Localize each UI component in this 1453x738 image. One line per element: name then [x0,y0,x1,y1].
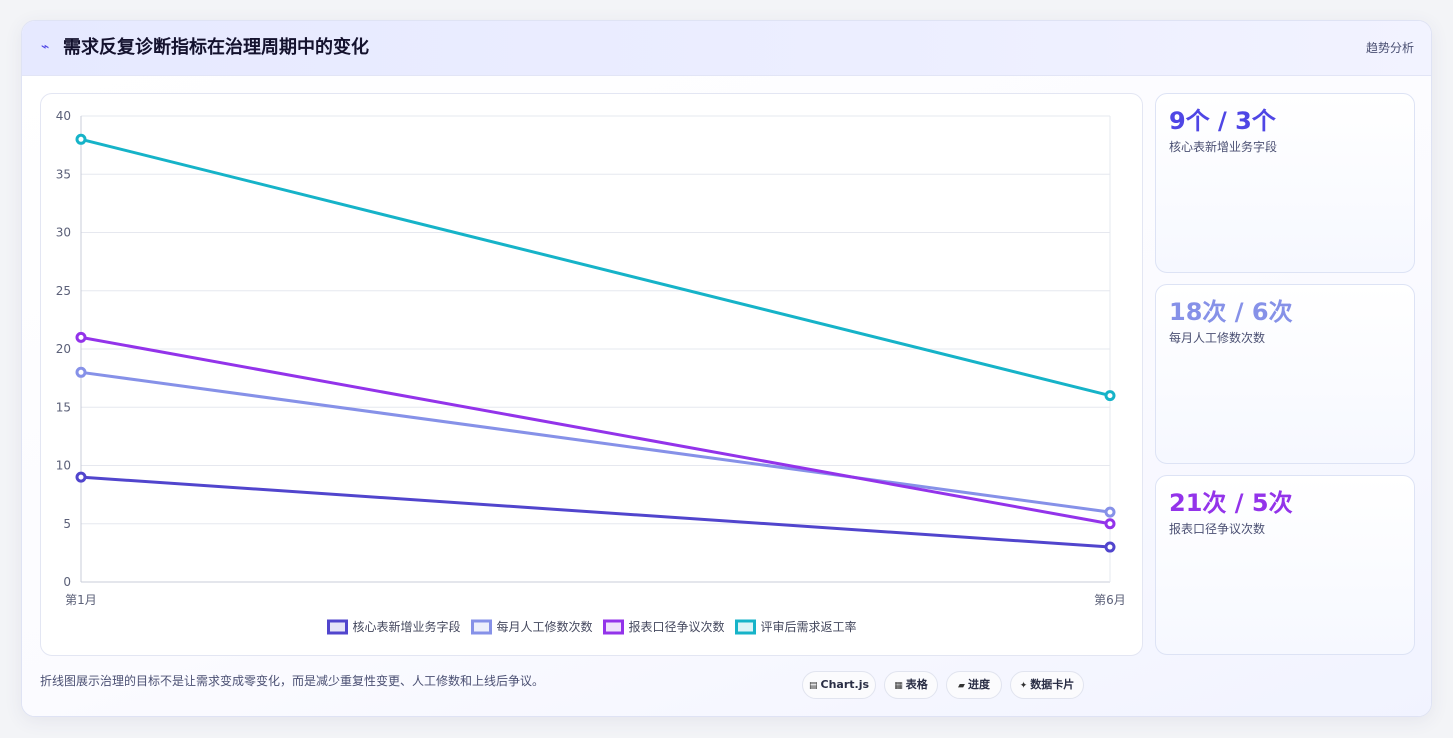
pill-label: 数据卡片 [1030,678,1075,691]
stat-label: 每月人工修数次数 [1169,331,1266,345]
y-tick-label: 25 [56,284,71,298]
y-tick-label: 35 [56,167,71,181]
data-point [1104,541,1116,553]
legend-swatch [735,619,756,635]
legend-label: 每月人工修数次数 [497,619,593,634]
data-point [75,133,87,145]
data-point [1104,506,1116,518]
stat-value: 9个 / 3个 [1169,107,1276,135]
progress-icon: ▰ [958,681,965,691]
chart-panel: 0 5 10 15 20 25 30 35 40 第1月 第6月核心表新增业务字段 每月人工修数次数 报… [40,93,1143,656]
pill-label: 进度 [967,678,990,691]
chart-card: ⌁ 需求反复诊断指标在治理周期中的变化 趋势分析 0 5 10 15 20 25 30 35 4… [21,20,1432,717]
x-tick-label: 第6月 [1094,593,1126,607]
pill-label: 表格 [905,678,928,691]
data-point [75,331,87,343]
trend-icon: ⌁ [41,39,50,55]
chartjs-pill[interactable]: ▤ Chart.js [802,671,876,699]
data-point [75,471,87,483]
progress-pill[interactable]: ▰ 进度 [946,671,1002,699]
series-line [80,335,1111,526]
y-tick-label: 10 [56,459,71,473]
legend-label: 核心表新增业务字段 [353,619,461,634]
data-point [1104,518,1116,530]
pill-label: Chart.js [820,678,870,691]
y-tick-label: 40 [56,109,71,123]
stat-value: 18次 / 6次 [1169,298,1293,326]
data-card-pill[interactable]: ✦ 数据卡片 [1010,671,1084,699]
data-point [75,366,87,378]
data-point [1104,390,1116,402]
legend-label: 评审后需求返工率 [761,619,857,634]
stat-label: 报表口径争议次数 [1169,522,1266,536]
y-tick-label: 30 [56,226,71,240]
sparkle-icon: ✦ [1019,681,1028,691]
stat-card-fields: 9个 / 3个 核心表新增业务字段 [1155,93,1415,273]
legend-swatch [471,619,492,635]
trend-analysis-label: 趋势分析 [1365,41,1414,55]
y-tick-label: 20 [56,342,71,356]
series-line [80,475,1111,549]
stat-card-manual-fixes: 18次 / 6次 每月人工修数次数 [1155,284,1415,464]
legend-swatch [327,619,348,635]
series-line [80,137,1111,398]
series-line [80,370,1111,514]
stat-value: 21次 / 5次 [1169,489,1293,517]
legend-label: 报表口径争议次数 [629,619,725,634]
table-pill[interactable]: ▦ 表格 [884,671,938,699]
y-tick-label: 5 [63,517,71,531]
card-header: ⌁ 需求反复诊断指标在治理周期中的变化 趋势分析 [22,21,1431,76]
table-icon: ▦ [894,681,903,691]
chart-icon: ▤ [808,681,818,691]
footer-note: 折线图展示治理的目标不是让需求变成零变化，而是减少重复性变更、人工修数和上线后争… [40,674,545,688]
stat-card-disputes: 21次 / 5次 报表口径争议次数 [1155,475,1415,655]
x-tick-label: 第1月 [65,593,97,607]
page-title: 需求反复诊断指标在治理周期中的变化 [63,37,369,58]
y-tick-label: 0 [63,575,71,589]
legend-swatch [603,619,624,635]
y-tick-label: 15 [56,400,71,414]
stat-label: 核心表新增业务字段 [1169,140,1278,154]
